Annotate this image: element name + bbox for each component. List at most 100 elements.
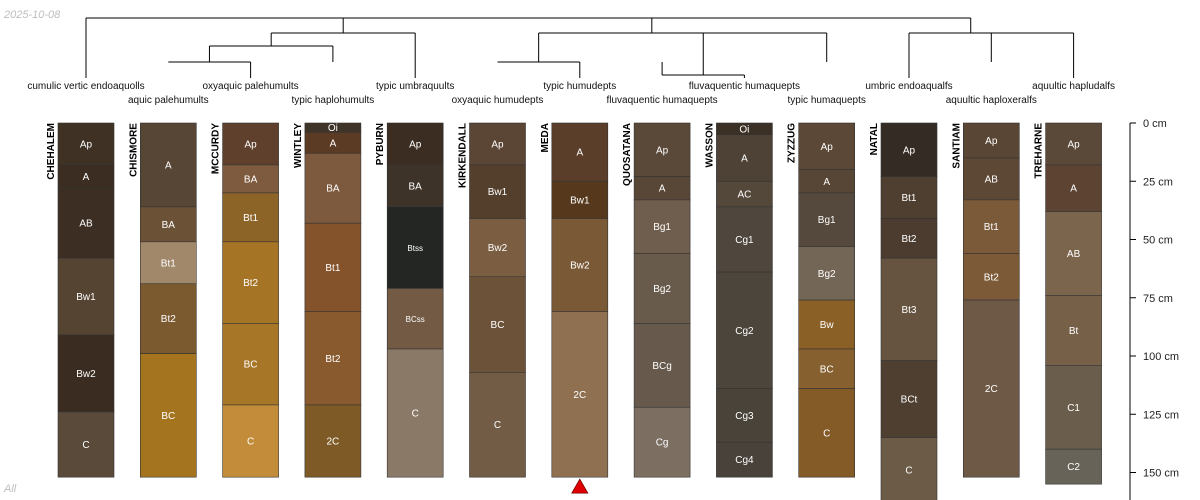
horizon-label: Bt3 xyxy=(901,305,916,316)
horizon-bw xyxy=(798,299,856,350)
horizon-label: Bt2 xyxy=(901,234,916,245)
horizon-bt1 xyxy=(880,176,938,219)
horizon-bcg xyxy=(633,323,691,408)
panel-label: All xyxy=(3,483,17,495)
horizon-bw2 xyxy=(551,218,609,313)
horizon-bt1 xyxy=(140,241,197,285)
horizon-ba xyxy=(222,164,279,194)
horizon-label: Cg3 xyxy=(735,411,754,422)
horizon-label: Ap xyxy=(491,139,504,150)
horizon-c xyxy=(222,404,279,478)
horizon-label: Bt1 xyxy=(243,213,258,224)
horizon-bg2 xyxy=(798,246,856,301)
horizon-bt1 xyxy=(962,199,1020,254)
horizon-label: BCg xyxy=(652,361,671,372)
horizon-bw2 xyxy=(57,334,115,413)
horizon-label: BCss xyxy=(406,315,425,324)
horizon-bt xyxy=(1045,295,1102,366)
horizon-label: Ap xyxy=(985,136,998,147)
horizon-label: Cg4 xyxy=(735,455,754,466)
profile-meda: A Bw1 Bw2 2C MEDA xyxy=(540,122,609,478)
horizon-ap xyxy=(57,122,115,166)
horizon-label: A xyxy=(83,172,90,183)
profile-name: TREHARNE xyxy=(1034,123,1045,179)
horizon-label: Oi xyxy=(328,123,338,134)
horizon-bt2 xyxy=(880,218,938,259)
horizon-bc xyxy=(798,348,856,389)
depth-tick-label: 150 cm xyxy=(1143,468,1179,480)
taxonomy-label: typic humaquepts xyxy=(788,95,866,106)
horizon-label: AC xyxy=(737,190,751,201)
profile-pyburn: Ap BA Btss BCss C PYBURN xyxy=(375,122,444,478)
horizon-cg2 xyxy=(716,271,773,389)
horizon-bc xyxy=(469,276,526,373)
horizon-label: BA xyxy=(326,184,340,195)
horizon-bt2 xyxy=(304,311,362,406)
profile-name: PYBURN xyxy=(375,123,386,165)
profile-quosatana: Ap A Bg1 Bg2 BCg Cg QUOSATANA xyxy=(622,122,691,478)
profile-name: MCCURDY xyxy=(211,123,222,174)
horizon-cg1 xyxy=(716,206,773,273)
profile-name: NATAL xyxy=(869,123,880,155)
horizon-ap xyxy=(469,122,526,166)
horizon-a xyxy=(140,122,197,208)
horizon-label: 2C xyxy=(985,384,998,395)
profile-name: ZYZZUG xyxy=(787,123,798,163)
horizon-bw2 xyxy=(469,218,526,278)
horizon-label: A xyxy=(330,138,337,149)
horizon-label: C2 xyxy=(1067,462,1080,473)
marker-layer xyxy=(571,478,589,494)
horizon-ab xyxy=(57,187,115,259)
horizon-a xyxy=(1045,164,1102,212)
horizon-ap xyxy=(633,122,691,177)
horizon-label: A xyxy=(165,160,172,171)
profile-chismore: A BA Bt1 Bt2 BC CHISMORE xyxy=(128,122,197,478)
horizon-label: C xyxy=(494,420,501,431)
profile-zyzzug: Ap A Bg1 Bg2 Bw BC C ZYZZUG xyxy=(787,122,856,478)
horizon-label: C xyxy=(905,466,912,477)
horizon-label: BC xyxy=(491,320,505,331)
horizon-c xyxy=(57,411,115,478)
horizon-c1 xyxy=(1045,365,1102,450)
horizon-c2 xyxy=(1045,448,1102,485)
horizon-label: A xyxy=(659,184,666,195)
horizon-bg2 xyxy=(633,253,691,324)
horizon-label: Bt1 xyxy=(161,258,176,269)
horizon-bt2 xyxy=(140,283,197,354)
horizon-label: Bw1 xyxy=(76,292,96,303)
horizon-label: Bt2 xyxy=(984,272,999,283)
taxonomy-label: umbric endoaqualfs xyxy=(865,81,952,92)
horizon-ap xyxy=(798,122,856,170)
horizon-ap xyxy=(1045,122,1102,166)
taxonomy-label: aquultic haploxeralfs xyxy=(946,95,1037,106)
horizon-label: A xyxy=(823,177,830,188)
horizon-label: Bg2 xyxy=(818,269,836,280)
horizon-label: BCt xyxy=(901,395,918,406)
horizon-bct xyxy=(880,360,938,438)
horizon-label: Ap xyxy=(821,142,834,153)
depth-tick-label: 75 cm xyxy=(1143,293,1173,305)
taxonomy-label: cumulic vertic endoaquolls xyxy=(27,81,144,92)
horizon-label: Bt xyxy=(1069,326,1079,337)
horizon-bc xyxy=(140,353,197,478)
horizon-label: AB xyxy=(79,219,93,230)
horizon-label: Bt1 xyxy=(901,193,916,204)
depth-tick-label: 100 cm xyxy=(1143,351,1179,363)
taxonomy-label: aquultic hapludalfs xyxy=(1032,81,1115,92)
horizon-label: Cg1 xyxy=(735,235,754,246)
profile-name: MEDA xyxy=(540,123,551,152)
horizon-label: A xyxy=(741,153,748,164)
horizon-label: Cg xyxy=(656,438,669,449)
date-label: 2025-10-08 xyxy=(3,9,61,21)
horizon-label: Ap xyxy=(409,139,422,150)
horizon-label: Bt1 xyxy=(984,222,999,233)
horizon-bcss xyxy=(386,288,444,350)
profile-name: WASSON xyxy=(704,123,715,167)
profile-name: CHEHALEM xyxy=(46,123,57,180)
horizon-label: 2C xyxy=(573,390,586,401)
horizon-label: Bt2 xyxy=(243,278,258,289)
horizon-label: Bw xyxy=(820,320,835,331)
horizon-label: Bg1 xyxy=(653,222,671,233)
